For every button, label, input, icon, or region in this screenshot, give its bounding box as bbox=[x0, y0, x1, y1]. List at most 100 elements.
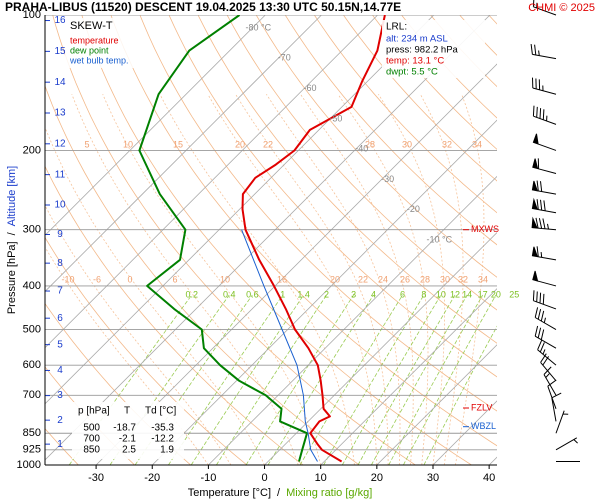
mixing-ratio-label: 2 bbox=[324, 289, 329, 299]
x-tick-label: 10 bbox=[315, 472, 327, 484]
mixing-ratio-label: 10 bbox=[436, 289, 446, 299]
temperature-label: Temperature [°C] bbox=[188, 487, 271, 499]
mixing-ratio-label: 6 bbox=[400, 289, 405, 299]
y-tick-label: 700 bbox=[23, 389, 41, 401]
moist-adiabat-label: 15 bbox=[173, 139, 183, 149]
wind-barb bbox=[531, 180, 557, 195]
wind-barb bbox=[532, 158, 557, 174]
mixing-ratio-line bbox=[245, 294, 354, 465]
table-cell: -12.2 bbox=[151, 434, 174, 445]
wind-barb bbox=[534, 325, 557, 349]
table-cell: 2.5 bbox=[122, 445, 136, 456]
grid bbox=[45, 15, 600, 465]
moist-adiabat bbox=[207, 93, 378, 465]
wind-barb bbox=[532, 0, 557, 16]
isotherm-label: -70 bbox=[278, 53, 291, 63]
table-cell: 700 bbox=[83, 434, 100, 445]
mixing-ratio-label: 0.6 bbox=[246, 289, 259, 299]
y-axis-label: Pressure [hPa] / Altitude [km] bbox=[6, 166, 18, 314]
dry-adiabat bbox=[226, 15, 497, 311]
isotherm bbox=[208, 175, 497, 465]
dry-adiabat bbox=[45, 84, 360, 465]
moist-adiabat bbox=[71, 94, 299, 465]
lrl-line: dwpt: 5.5 °C bbox=[386, 67, 438, 78]
table-header: p [hPa] bbox=[78, 406, 110, 417]
wind-barb bbox=[531, 197, 557, 214]
moist-adiabat-label: 24 bbox=[378, 274, 388, 284]
mixing-ratio-line bbox=[216, 294, 327, 465]
y-tick-label: 500 bbox=[23, 323, 41, 335]
mixing-ratio-label: 1.4 bbox=[297, 289, 310, 299]
y-tick-label: 925 bbox=[23, 444, 41, 456]
y-tick-label: 100 bbox=[23, 9, 41, 21]
mixing-ratio-line bbox=[371, 294, 468, 465]
mixing-ratio-label: 14 bbox=[462, 289, 472, 299]
wind-barb bbox=[532, 105, 557, 125]
legend-entry: temperature bbox=[70, 35, 119, 45]
dry-adiabat bbox=[372, 15, 497, 150]
dry-adiabat bbox=[45, 236, 248, 465]
overlay: -10 -6 0 6 10 16 20 22 24 26 28 30 32 345 10 15 20 22 28 30… bbox=[17, 0, 581, 484]
isotherm-label: -10 °C bbox=[426, 234, 452, 244]
isotherm-label: -80 °C bbox=[246, 22, 272, 32]
isotherm-label: -30 bbox=[381, 174, 394, 184]
table-cell: 500 bbox=[83, 423, 100, 434]
wind-barb bbox=[531, 216, 557, 231]
altitude-label: Altitude [km] bbox=[6, 166, 18, 227]
dry-adiabat bbox=[284, 15, 497, 246]
table-header: T bbox=[124, 406, 130, 417]
altitude-tick-label: 16 bbox=[54, 15, 66, 26]
dry-adiabat bbox=[110, 15, 497, 447]
altitude-tick-label: 4 bbox=[57, 365, 63, 376]
x-tick-label: 20 bbox=[371, 472, 383, 484]
table-cell: 1.9 bbox=[160, 445, 174, 456]
dry-adiabat bbox=[52, 15, 416, 465]
wind-barb bbox=[551, 392, 562, 422]
moist-adiabat-label: 30 bbox=[402, 139, 412, 149]
altitude-tick-label: 3 bbox=[57, 390, 63, 401]
dry-adiabat bbox=[45, 366, 135, 465]
wind-barb bbox=[555, 410, 569, 434]
altitude-tick-label: 14 bbox=[54, 77, 66, 88]
level-label: MXWS bbox=[471, 224, 499, 234]
isotherm bbox=[45, 15, 491, 461]
dry-adiabat bbox=[81, 15, 472, 465]
altitude-tick-label: 8 bbox=[57, 258, 63, 269]
isotherm bbox=[45, 15, 378, 349]
y-tick-label: 1000 bbox=[17, 459, 41, 471]
dry-adiabat bbox=[547, 15, 600, 465]
dry-adiabat bbox=[430, 15, 497, 88]
wind-barb bbox=[534, 307, 557, 330]
table-box bbox=[72, 402, 184, 459]
copyright: CHMI © 2025 bbox=[528, 2, 595, 14]
table-cell: -35.3 bbox=[151, 423, 174, 434]
wind-barb bbox=[532, 270, 557, 287]
altitude-tick-label: 2 bbox=[57, 415, 63, 426]
altitude-tick-label: 1 bbox=[57, 439, 63, 450]
y-tick-label: 850 bbox=[23, 427, 41, 439]
profile-line bbox=[241, 229, 318, 462]
moist-adiabat bbox=[300, 93, 414, 465]
lrl-line: temp: 13.1 °C bbox=[386, 56, 444, 67]
moist-adiabat bbox=[378, 93, 445, 465]
mixing-ratio-label: 0.2 bbox=[186, 289, 199, 299]
dry-adiabat bbox=[488, 15, 497, 25]
moist-adiabat-label: 34 bbox=[478, 274, 488, 284]
altitude-tick-label: 10 bbox=[54, 200, 66, 211]
mixing-ratio-label: 4 bbox=[371, 289, 376, 299]
dry-adiabat bbox=[401, 15, 497, 119]
table-cell: -18.7 bbox=[113, 423, 136, 434]
dry-adiabat bbox=[139, 15, 497, 412]
isotherm bbox=[95, 63, 497, 465]
moist-adiabat-label: 20 bbox=[330, 274, 340, 284]
altitude-tick-label: 7 bbox=[57, 286, 63, 297]
wind-barb bbox=[532, 290, 557, 310]
altitude-tick-label: 5 bbox=[57, 339, 63, 350]
wind-barb bbox=[532, 77, 557, 95]
moist-adiabat-label: 10 bbox=[123, 139, 133, 149]
wind-barb bbox=[530, 44, 557, 60]
moist-adiabat bbox=[45, 126, 265, 465]
moist-adiabat-label: 22 bbox=[263, 139, 273, 149]
y-tick-label: 300 bbox=[23, 224, 41, 236]
